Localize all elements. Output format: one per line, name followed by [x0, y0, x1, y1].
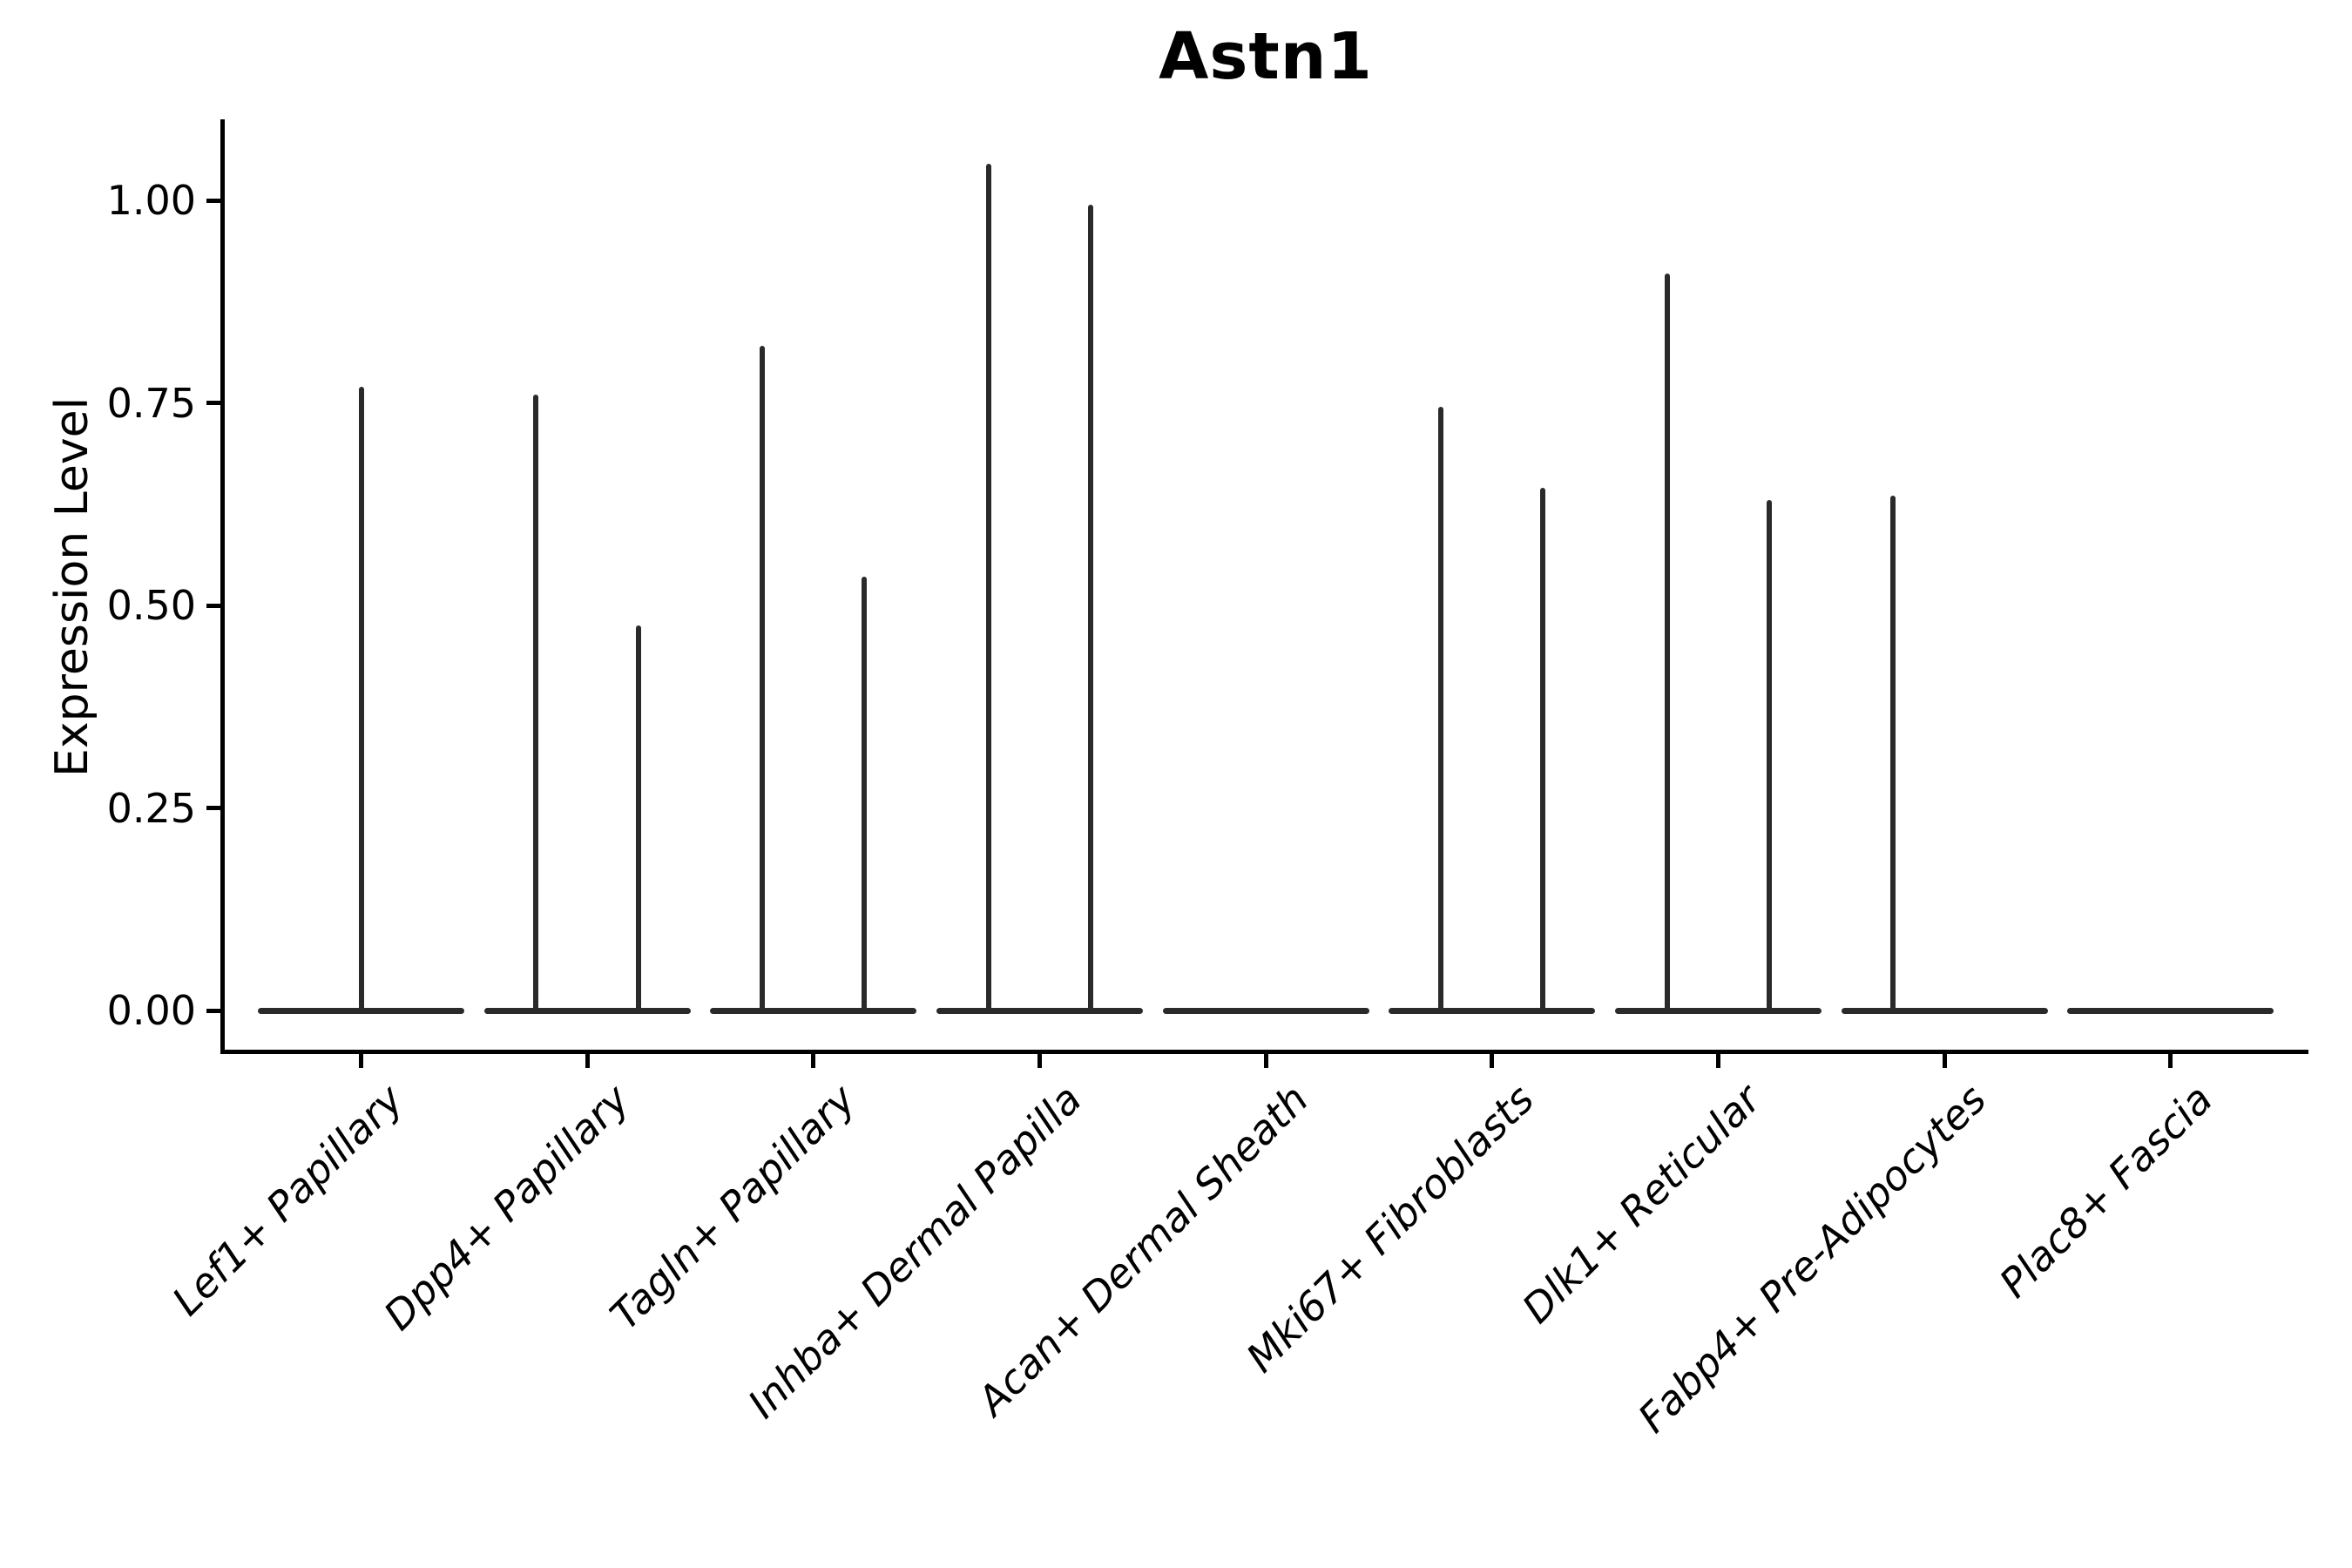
y-tick-mark	[206, 198, 220, 203]
y-tick-label: 0.00	[106, 987, 196, 1034]
plot-title: Astn1	[1159, 19, 1373, 94]
x-tick-label: Dlk1+ Reticular	[1512, 1075, 1770, 1333]
violin-spike	[635, 625, 641, 1013]
x-axis-spine	[220, 1050, 2308, 1054]
x-tick-mark	[585, 1054, 590, 1068]
x-tick-label: Plac8+ Fascia	[1990, 1075, 2222, 1307]
x-tick-mark	[2168, 1054, 2173, 1068]
violin-base	[936, 1007, 1143, 1014]
violin-base	[483, 1007, 691, 1014]
x-tick-label: Dpp4+ Papillary	[375, 1075, 639, 1340]
y-tick-label: 0.75	[106, 379, 196, 427]
y-tick-mark	[206, 603, 220, 608]
violin-base	[2067, 1007, 2274, 1014]
x-tick-mark	[1037, 1054, 1042, 1068]
y-tick-mark	[206, 1008, 220, 1013]
y-tick-label: 0.25	[106, 784, 196, 832]
violin-spike	[1890, 496, 1896, 1013]
x-tick-mark	[1263, 1054, 1268, 1068]
violin-spike	[985, 164, 991, 1013]
y-axis-spine	[220, 119, 225, 1054]
violin-spike	[1088, 204, 1094, 1013]
violin-spike	[862, 577, 868, 1013]
violin-base	[1162, 1007, 1369, 1014]
violin-spike	[1664, 273, 1670, 1013]
y-tick-mark	[206, 401, 220, 405]
violin-base	[1841, 1007, 2048, 1014]
violin-spike	[358, 386, 364, 1013]
x-tick-mark	[359, 1054, 363, 1068]
x-tick-label: Tagln+ Papillary	[601, 1075, 865, 1339]
violin-spike	[760, 346, 766, 1013]
violin-spike	[1767, 500, 1773, 1013]
violin-spike	[1438, 407, 1444, 1013]
violin-base	[710, 1007, 917, 1014]
violin-base	[1389, 1007, 1596, 1014]
violin-base	[1614, 1007, 1821, 1014]
x-tick-mark	[1942, 1054, 1947, 1068]
x-tick-mark	[1715, 1054, 1720, 1068]
y-tick-mark	[206, 806, 220, 810]
x-tick-label: Lef1+ Papillary	[163, 1075, 413, 1325]
y-tick-label: 0.50	[106, 582, 196, 629]
violin-spike	[533, 395, 539, 1013]
x-tick-mark	[811, 1054, 816, 1068]
y-tick-label: 1.00	[106, 177, 196, 224]
x-tick-mark	[1490, 1054, 1495, 1068]
violin-spike	[1540, 488, 1546, 1013]
